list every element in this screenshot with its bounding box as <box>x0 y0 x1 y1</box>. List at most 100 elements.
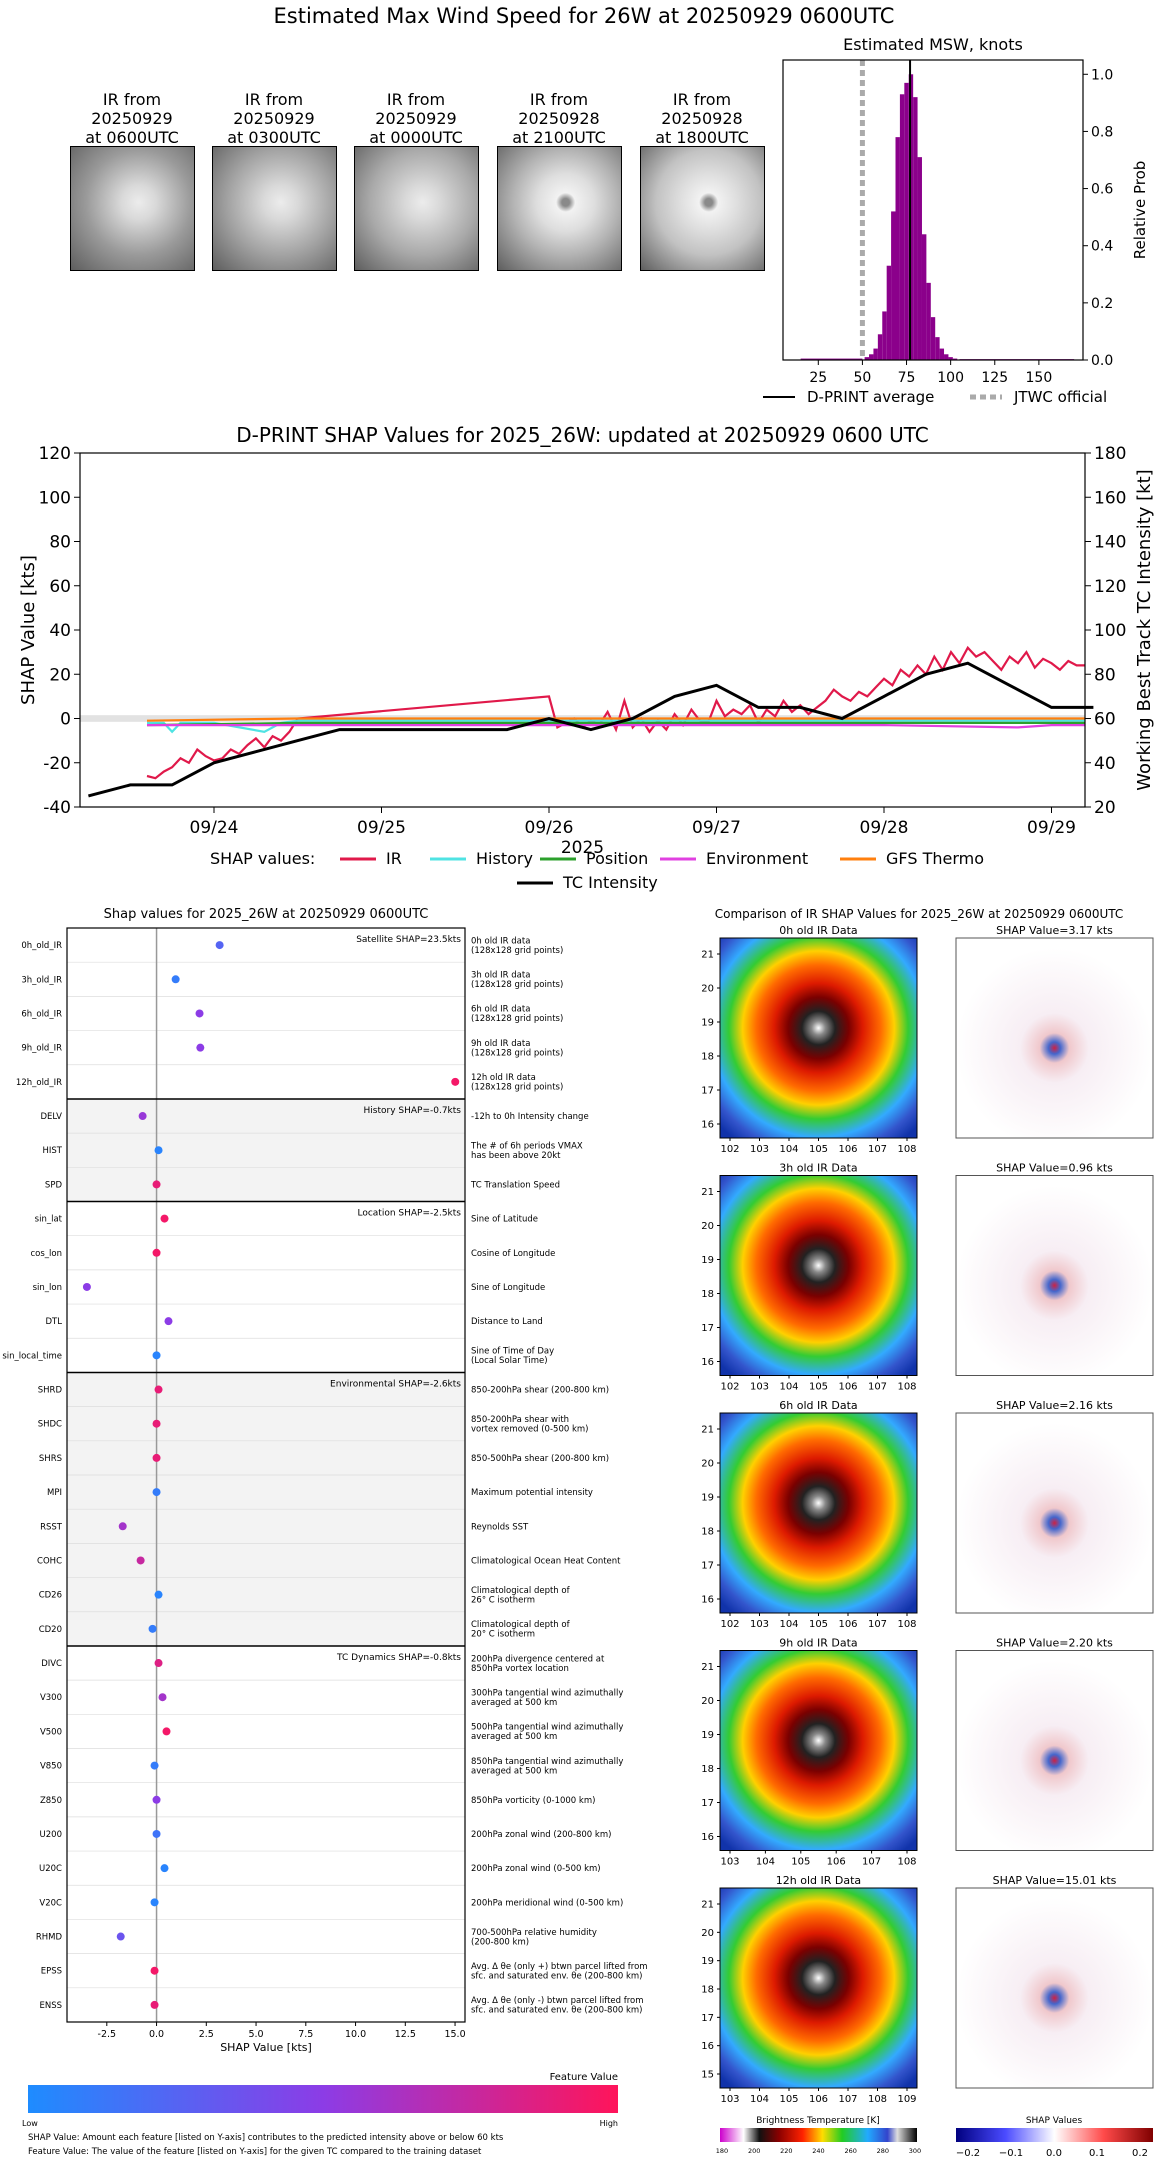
bt-colorbar-tick: 280 <box>877 2147 889 2155</box>
feature-description: 850-200hPa shear (200-800 km) <box>471 1386 609 1396</box>
shap-point <box>152 1419 161 1428</box>
histogram-bar <box>926 282 931 360</box>
shap-point <box>82 1282 91 1291</box>
y-tick-label: 21 <box>701 1425 714 1436</box>
x-tick-label: 108 <box>868 2094 887 2105</box>
x-tick-label: 107 <box>862 1857 881 1868</box>
group-label: Environmental SHAP=-2.6kts <box>330 1379 461 1389</box>
x-tick-label: 2.5 <box>199 2029 214 2040</box>
x-tick-label: 106 <box>827 1857 846 1868</box>
x-tick-label: 107 <box>838 2094 857 2105</box>
x-tick-label: 103 <box>750 1144 769 1155</box>
shap-colorbar-tick: −0.2 <box>956 2148 980 2158</box>
ir-thumbnail-image <box>70 146 195 271</box>
ir-thumbnail-label: IR from 20250929 at 0300UTC <box>204 90 344 147</box>
x-tick-label: 109 <box>897 2094 916 2105</box>
shap-point <box>152 1795 161 1804</box>
x-tick-label: 108 <box>897 1857 916 1868</box>
shap-panel-title: SHAP Value=2.20 kts <box>996 1637 1113 1650</box>
ir-panel-title: 3h old IR Data <box>779 1162 857 1175</box>
y-tick-label: 80 <box>49 533 71 553</box>
y-tick-label: 21 <box>701 950 714 961</box>
x-tick-label: 12.5 <box>395 2029 416 2040</box>
feature-name: 3h_old_IR <box>21 975 62 985</box>
histogram-frame <box>782 59 1084 361</box>
feature-name: Z850 <box>40 1796 62 1806</box>
feature-name: SHRS <box>39 1454 62 1464</box>
x-tick-label: 103 <box>720 1857 739 1868</box>
feature-description: 850-500hPa shear (200-800 km) <box>471 1454 609 1464</box>
ir-thumbnail-label: IR from 20250929 at 0000UTC <box>346 90 486 147</box>
y-tick-right-label: 180 <box>1094 444 1126 464</box>
feature-description: 3h old IR data <box>471 971 530 981</box>
legend-label: TC Intensity <box>562 873 658 892</box>
histogram-bar <box>864 357 870 360</box>
legend-label: GFS Thermo <box>886 849 984 868</box>
feature-description: 20° C isotherm <box>471 1630 535 1640</box>
y-tick-label: 0.2 <box>1091 296 1113 312</box>
x-tick-label: 104 <box>779 1382 798 1393</box>
x-tick-label: 5.0 <box>248 2029 263 2040</box>
shap-panel-title: SHAP Value=3.17 kts <box>996 924 1113 937</box>
shap-point <box>158 1693 167 1702</box>
y-tick-label: 18 <box>701 1289 714 1300</box>
x-tick-label: 108 <box>897 1382 916 1393</box>
shap-point <box>152 1829 161 1838</box>
shap-image <box>955 937 1154 1139</box>
ir-thumbnail-image <box>212 146 337 271</box>
timeseries-frame <box>79 452 1086 808</box>
feature-description: (200-800 km) <box>471 1937 529 1947</box>
colorbar-high: High <box>600 2119 618 2128</box>
ir-image <box>719 1887 918 2089</box>
feature-name: V850 <box>40 1762 62 1772</box>
group-label: Location SHAP=-2.5kts <box>357 1209 461 1219</box>
feature-description: vortex removed (0-500 km) <box>471 1424 588 1434</box>
feature-description: 200hPa zonal wind (200-800 km) <box>471 1830 611 1840</box>
ir-panel-title: 12h old IR Data <box>776 1874 861 1887</box>
shap-point <box>196 1043 205 1052</box>
y-tick-label: 0.8 <box>1091 124 1113 140</box>
x-tick-label: 106 <box>838 1619 857 1630</box>
shap-point <box>150 1761 159 1770</box>
x-tick-label: 50 <box>853 370 871 386</box>
feature-description: The # of 6h periods VMAX <box>470 1141 583 1151</box>
shap-point <box>138 1112 147 1121</box>
x-tick-label: 105 <box>809 1382 828 1393</box>
shap-point <box>154 1659 163 1668</box>
shap-panel-title: SHAP Value=0.96 kts <box>996 1162 1113 1175</box>
feature-name: ENSS <box>39 2001 62 2011</box>
x-tick-label: 150 <box>1026 370 1053 386</box>
footnote-feature: Feature Value: The value of the feature … <box>28 2147 482 2157</box>
feature-description: TC Translation Speed <box>470 1180 560 1190</box>
x-tick-label: 102 <box>720 1144 739 1155</box>
feature-name: V500 <box>40 1727 62 1737</box>
shap-point <box>118 1522 127 1531</box>
feature-description: 26° C isotherm <box>471 1595 535 1605</box>
y-tick-label: 18 <box>701 1527 714 1538</box>
y-tick-label: 16 <box>701 1595 714 1606</box>
series-line-tc-intensity <box>88 661 1094 798</box>
group-label: Satellite SHAP=23.5kts <box>356 935 461 945</box>
ir-thumbnail-label: IR from 20250928 at 1800UTC <box>632 90 772 147</box>
feature-description: averaged at 500 km <box>471 1766 557 1776</box>
feature-name: HIST <box>43 1146 63 1156</box>
feature-description: (128x128 grid points) <box>471 1014 563 1024</box>
x-tick-label: 25 <box>809 370 827 386</box>
ir-panel-title: 0h old IR Data <box>779 924 857 937</box>
group-label: History SHAP=-0.7kts <box>364 1106 462 1116</box>
y-tick-label: 0.4 <box>1091 239 1113 255</box>
ir-image <box>719 1412 918 1614</box>
y-tick-label: -20 <box>43 754 71 774</box>
ir-shap-comparison: Comparison of IR SHAP Values for 2025_26… <box>701 907 1154 2158</box>
shap-point <box>195 1009 204 1018</box>
feature-name: 12h_old_IR <box>16 1078 62 1088</box>
shap-point <box>171 975 180 984</box>
histogram-bar <box>882 311 887 360</box>
feature-description: Sine of Longitude <box>471 1283 545 1293</box>
series-line-environment <box>147 724 1085 729</box>
beeswarm-frame <box>66 927 466 2023</box>
shap-point <box>160 1214 169 1223</box>
shap-point <box>152 1248 161 1257</box>
histogram-bar <box>877 334 883 360</box>
y-tick-label: 17 <box>701 1798 714 1809</box>
